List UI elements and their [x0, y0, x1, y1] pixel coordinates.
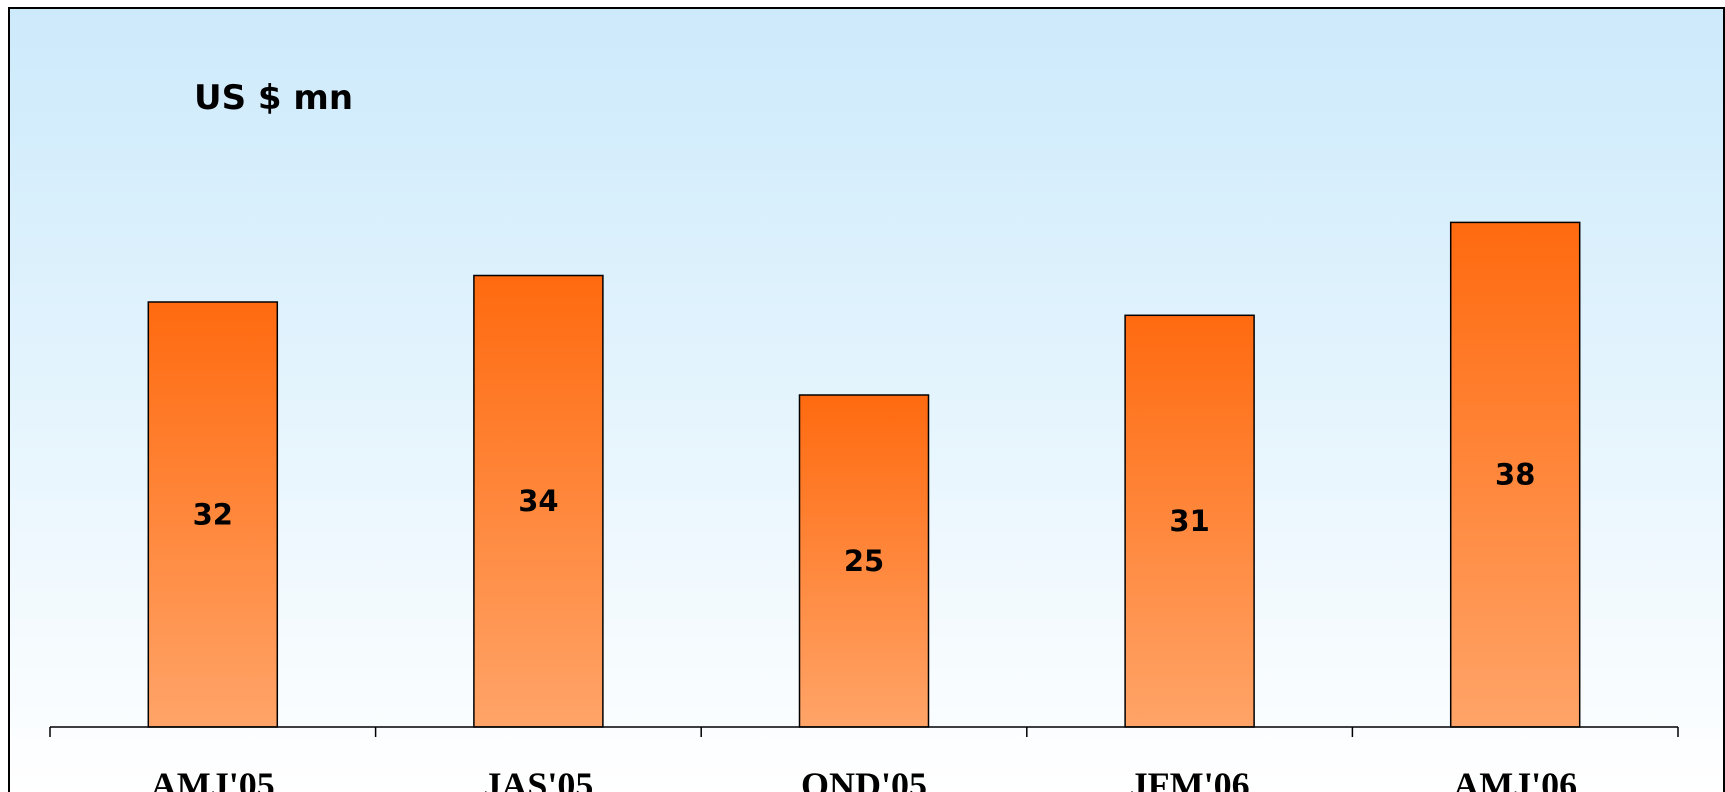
bar-3 [1124, 314, 1255, 728]
bar-4 [1449, 221, 1581, 728]
data-label: 34 [518, 484, 558, 518]
unit-label: US $ mn [194, 78, 353, 118]
data-label: 25 [844, 544, 884, 578]
bar-2 [798, 394, 930, 728]
x-tick-label: OND'05 [801, 765, 927, 792]
bar-0 [147, 301, 279, 728]
x-tick-label: AMJ'05 [151, 765, 275, 792]
data-label: 32 [193, 498, 233, 532]
x-tick-label: JFM'06 [1130, 765, 1250, 792]
chart-area: US $ mn 32 34 25 31 38 AMJ'05 JAS'05 OND'05 JFM… [8, 7, 1725, 792]
bars-layer: 32 34 25 31 38 [147, 221, 1581, 728]
bar-1 [473, 274, 604, 728]
data-label: 31 [1169, 504, 1209, 538]
x-tick-label: JAS'05 [483, 765, 593, 792]
bar-chart: US $ mn 32 34 25 31 38 AMJ'05 JAS'05 OND'05 JFM… [49, 78, 1679, 792]
x-axis: AMJ'05 JAS'05 OND'05 JFM'06 AMJ'06 [49, 726, 1679, 792]
x-tick-label: AMJ'06 [1453, 765, 1577, 792]
data-label: 38 [1495, 458, 1535, 492]
